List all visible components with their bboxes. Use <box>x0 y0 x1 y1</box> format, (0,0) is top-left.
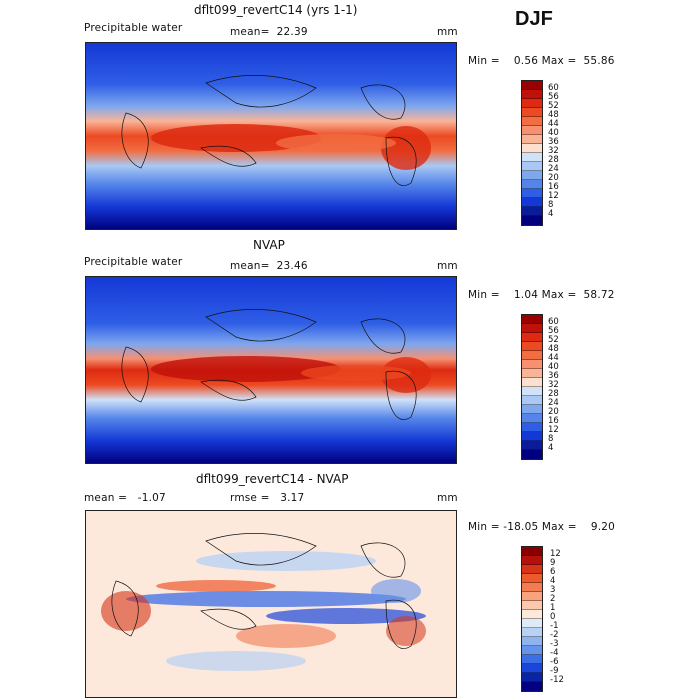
panel2-level-1: 56 <box>548 326 559 336</box>
panel1-mean: mean= 22.39 <box>230 26 308 38</box>
panel1-minmax: Min = 0.56 Max = 55.86 <box>468 55 615 67</box>
panel1-units: mm <box>437 26 458 38</box>
panel2-level-12: 12 <box>548 425 559 435</box>
panel2-map <box>85 276 457 464</box>
panel3-title: dflt099_revertC14 - NVAP <box>196 472 349 486</box>
panel2-level-7: 32 <box>548 380 559 390</box>
panel3-level-8: -1 <box>550 621 559 631</box>
panel1-level-8: 28 <box>548 155 559 165</box>
panel3-level-11: -4 <box>550 648 559 658</box>
panel2-field-label: Precipitable water <box>84 256 183 268</box>
panel2-level-4: 44 <box>548 353 559 363</box>
panel1-level-9: 24 <box>548 164 559 174</box>
panel3-colorbar <box>521 546 543 692</box>
panel2-colorbar <box>521 314 543 460</box>
panel2-level-3: 48 <box>548 344 559 354</box>
panel2-units: mm <box>437 260 458 272</box>
panel2-title: NVAP <box>253 238 285 252</box>
panel3-level-5: 2 <box>550 594 556 604</box>
panel2-level-5: 40 <box>548 362 559 372</box>
panel3-level-10: -3 <box>550 639 559 649</box>
panel2-level-0: 60 <box>548 317 559 327</box>
panel3-level-4: 3 <box>550 585 556 595</box>
panel3-level-14: -12 <box>550 675 564 685</box>
panel3-level-3: 4 <box>550 576 556 586</box>
panel1-level-4: 44 <box>548 119 559 129</box>
panel1-field-label: Precipitable water <box>84 22 183 34</box>
panel1-level-12: 12 <box>548 191 559 201</box>
panel1-level-5: 40 <box>548 128 559 138</box>
panel3-units: mm <box>437 492 458 504</box>
panel3-level-6: 1 <box>550 603 556 613</box>
panel3-level-12: -6 <box>550 657 559 667</box>
panel2-level-11: 16 <box>548 416 559 426</box>
panel1-level-13: 8 <box>548 200 554 210</box>
panel1-level-10: 20 <box>548 173 559 183</box>
panel3-level-9: -2 <box>550 630 559 640</box>
panel1-level-0: 60 <box>548 83 559 93</box>
panel2-level-14: 4 <box>548 443 554 453</box>
panel2-mean: mean= 23.46 <box>230 260 308 272</box>
panel3-minmax: Min = -18.05 Max = 9.20 <box>468 521 616 533</box>
panel3-level-2: 6 <box>550 567 556 577</box>
panel1-level-11: 16 <box>548 182 559 192</box>
panel1-level-1: 56 <box>548 92 559 102</box>
season-label: DJF <box>515 8 553 30</box>
panel2-minmax: Min = 1.04 Max = 58.72 <box>468 289 615 301</box>
panel1-map <box>85 42 457 230</box>
panel1-colorbar <box>521 80 543 226</box>
panel1-level-2: 52 <box>548 101 559 111</box>
panel1-level-3: 48 <box>548 110 559 120</box>
panel3-level-1: 9 <box>550 558 556 568</box>
panel1-level-7: 32 <box>548 146 559 156</box>
panel3-mean: mean = -1.07 <box>84 492 166 504</box>
panel3-map <box>85 510 457 698</box>
panel3-level-0: 12 <box>550 549 561 559</box>
panel2-level-13: 8 <box>548 434 554 444</box>
panel2-level-2: 52 <box>548 335 559 345</box>
panel1-level-14: 4 <box>548 209 554 219</box>
panel3-level-7: 0 <box>550 612 556 622</box>
panel1-level-6: 36 <box>548 137 559 147</box>
panel2-level-6: 36 <box>548 371 559 381</box>
panel3-rmse: rmse = 3.17 <box>230 492 305 504</box>
panel2-level-8: 28 <box>548 389 559 399</box>
panel1-title: dflt099_revertC14 (yrs 1-1) <box>194 3 358 17</box>
panel2-level-10: 20 <box>548 407 559 417</box>
panel2-level-9: 24 <box>548 398 559 408</box>
panel3-level-13: -9 <box>550 666 559 676</box>
